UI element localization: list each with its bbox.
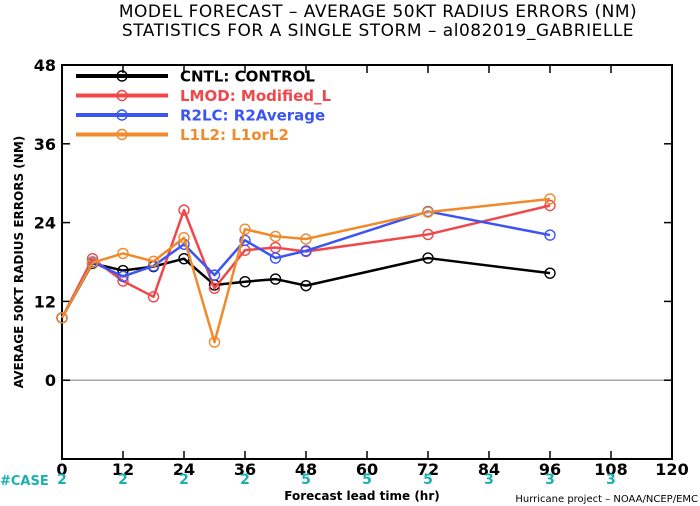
- series-group: [56, 252, 556, 324]
- x-tick-label: 36: [234, 460, 256, 479]
- series-line: [60, 197, 551, 344]
- y-tick-label: 48: [34, 56, 56, 75]
- x-axis-label: Forecast lead time (hr): [284, 489, 440, 503]
- data-point: [544, 199, 556, 212]
- legend-swatch-marker: [116, 128, 128, 141]
- credit-text: Hurricane project – NOAA/NCEP/EMC: [515, 494, 698, 505]
- case-count: 2: [179, 472, 189, 488]
- case-count: 2: [118, 472, 128, 488]
- y-tick-label: 12: [34, 292, 56, 311]
- data-point: [269, 230, 282, 243]
- data-point: [300, 279, 312, 292]
- legend-label: R2LC: R2Average: [180, 107, 325, 125]
- data-point: [147, 255, 160, 268]
- x-tick-label: 84: [478, 460, 500, 479]
- data-point: [86, 256, 99, 269]
- data-point: [117, 247, 129, 260]
- data-point: [269, 252, 282, 264]
- y-axis-label: AVERAGE 50KT RADIUS ERRORS (NM): [12, 136, 26, 388]
- case-count: 2: [57, 472, 67, 488]
- data-point: [422, 252, 434, 264]
- data-point: [300, 233, 312, 245]
- series-line: [60, 210, 551, 319]
- case-count: 5: [423, 472, 433, 488]
- case-count: 2: [240, 472, 250, 488]
- series-group: [56, 193, 556, 348]
- x-tick-label: 48: [295, 460, 317, 479]
- data-point: [300, 245, 312, 257]
- case-count: 3: [545, 472, 555, 488]
- case-label: #CASE: [0, 474, 49, 489]
- x-tick-label: 120: [655, 460, 688, 479]
- data-point: [422, 206, 434, 218]
- x-tick-label: 72: [417, 460, 439, 479]
- case-count: 5: [362, 472, 372, 488]
- x-tick-label: 60: [356, 460, 378, 479]
- chart-subtitle: STATISTICS FOR A SINGLE STORM – al082019…: [122, 21, 634, 41]
- x-tick-label: 96: [539, 460, 561, 479]
- data-point: [147, 291, 160, 303]
- x-tick-label: 24: [173, 460, 195, 479]
- data-point: [178, 204, 190, 216]
- data-point: [422, 228, 434, 241]
- data-point: [56, 312, 68, 324]
- y-tick-label: 36: [34, 135, 56, 154]
- data-point: [269, 273, 282, 285]
- legend-label: LMOD: Modified_L: [180, 87, 332, 105]
- legend-swatch-marker: [116, 109, 128, 121]
- data-point: [117, 270, 129, 283]
- data-point: [544, 267, 556, 279]
- legend-label: CNTL: CONTROL: [180, 68, 315, 86]
- data-point: [239, 234, 251, 247]
- series-group: [56, 199, 556, 324]
- data-point: [178, 232, 190, 244]
- data-point: [208, 336, 221, 348]
- data-point: [208, 282, 221, 294]
- data-point: [208, 269, 221, 281]
- series-line: [60, 204, 551, 319]
- legend-swatch-marker: [116, 89, 128, 102]
- legend-swatch-marker: [116, 70, 128, 82]
- x-tick-label: 12: [112, 460, 134, 479]
- data-point: [239, 276, 251, 288]
- data-point: [544, 193, 556, 205]
- x-tick-label: 0: [56, 460, 67, 479]
- y-tick-label: 24: [34, 214, 56, 233]
- legend-label: L1L2: L1orL2: [180, 126, 289, 144]
- data-point: [239, 223, 251, 235]
- case-count: 3: [606, 472, 616, 488]
- chart-title: MODEL FORECAST – AVERAGE 50KT RADIUS ERR…: [119, 2, 637, 22]
- data-point: [544, 229, 556, 241]
- case-count: 3: [484, 472, 494, 488]
- y-tick-label: 0: [45, 371, 56, 390]
- case-count: 5: [301, 472, 311, 488]
- x-tick-label: 108: [594, 460, 627, 479]
